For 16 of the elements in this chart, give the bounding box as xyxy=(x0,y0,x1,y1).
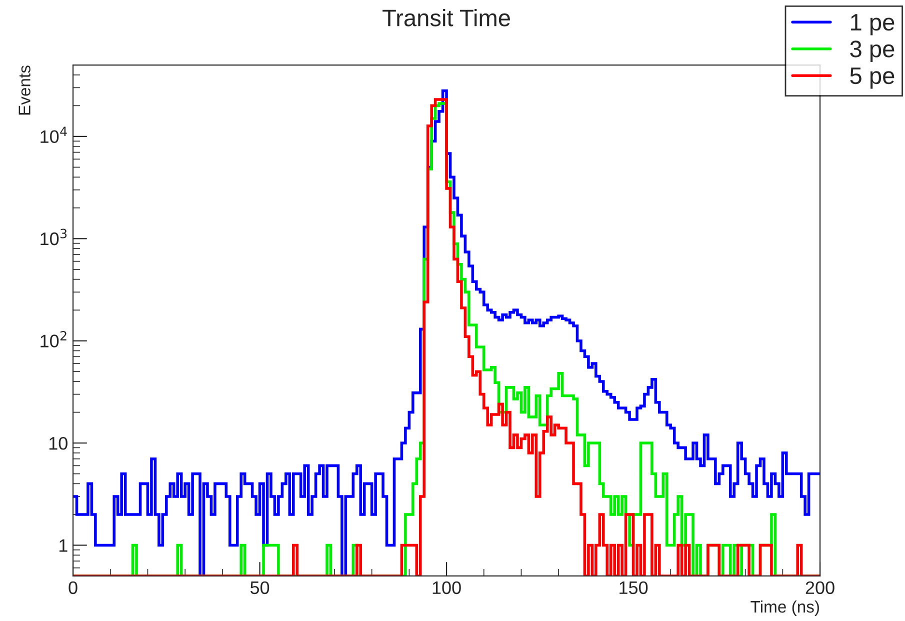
y-tick-label: 10$^{2}$ xyxy=(40,330,66,348)
y-axis-title: Events xyxy=(18,66,30,115)
legend-label: 3 pe xyxy=(850,40,894,62)
y-tick-label: 10$^{4}$ xyxy=(40,126,67,144)
legend-label: 5 pe xyxy=(850,68,894,89)
chart-title: Transit Time xyxy=(382,9,510,26)
x-axis-title: Time (ns) xyxy=(750,600,819,616)
x-tick-label: 50 xyxy=(250,581,270,594)
x-tick-label: 200 xyxy=(806,581,834,594)
legend-label: 1 pe xyxy=(851,14,894,36)
x-tick-label: 150 xyxy=(620,581,648,594)
x-tick-label: 100 xyxy=(432,581,461,594)
y-tick-label: 10$^{3}$ xyxy=(40,228,67,246)
x-tick-label: 0 xyxy=(68,581,78,594)
y-tick-label: 1 xyxy=(60,539,68,552)
y-tick-label: 10 xyxy=(49,436,68,450)
